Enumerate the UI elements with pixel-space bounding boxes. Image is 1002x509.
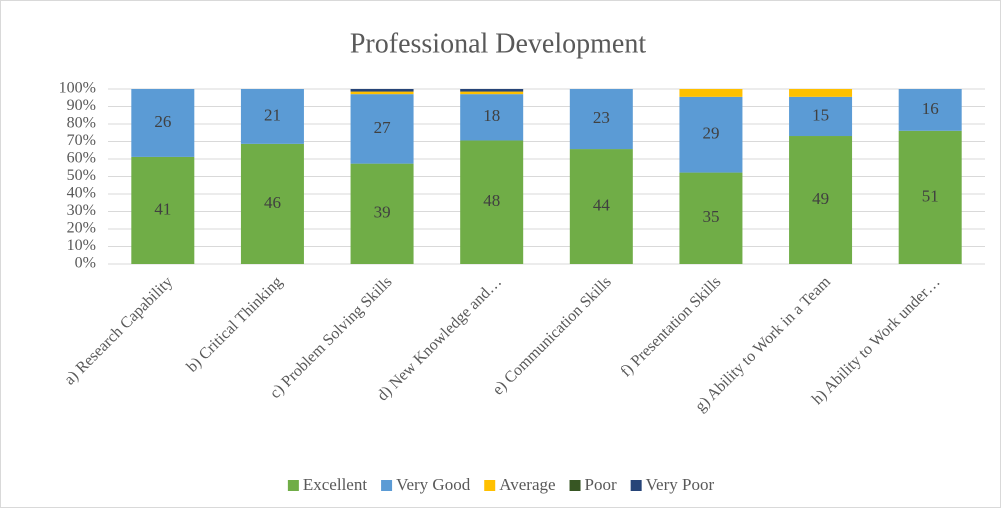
bar-segment: [789, 96, 853, 137]
y-tick-label: 60%: [67, 150, 96, 167]
legend-swatch: [630, 480, 642, 491]
bar-segment: [350, 89, 414, 92]
bar-segment: [789, 89, 853, 97]
y-tick-label: 70%: [67, 132, 96, 149]
data-label: 39: [374, 203, 391, 222]
legend-label: Very Good: [396, 475, 471, 494]
legend-swatch: [381, 480, 393, 491]
legend-label: Average: [499, 475, 555, 494]
y-tick-label: 30%: [67, 202, 96, 219]
bar-segment: [679, 96, 743, 173]
y-tick-label: 90%: [67, 97, 96, 114]
bar-segment: [460, 89, 524, 92]
data-label: 23: [593, 108, 610, 127]
data-label: 21: [264, 105, 281, 124]
data-label: 46: [264, 193, 281, 212]
bar-segment: [898, 89, 962, 131]
y-tick-label: 40%: [67, 185, 96, 202]
data-label: 27: [374, 118, 392, 137]
bar-segment: [350, 94, 414, 164]
data-label: 16: [922, 99, 939, 118]
y-tick-label: 80%: [67, 115, 96, 132]
chart-title: Professional Development: [350, 28, 646, 59]
legend-label: Very Poor: [646, 475, 715, 494]
data-label: 18: [483, 106, 500, 125]
bar-segment: [789, 136, 853, 264]
bar-segment: [350, 163, 414, 264]
bar-segment: [460, 94, 524, 141]
data-label: 49: [812, 189, 829, 208]
y-tick-label: 100%: [59, 80, 96, 97]
y-tick-label: 10%: [67, 237, 96, 254]
data-label: 44: [593, 195, 611, 214]
y-tick-label: 20%: [67, 220, 96, 237]
bar-segment: [898, 130, 962, 264]
legend-label: Poor: [585, 475, 617, 494]
bar-segment: [460, 91, 524, 95]
bar-segment: [240, 143, 304, 264]
data-label: 48: [483, 191, 500, 210]
bar-segment: [460, 140, 524, 264]
legend-label: Excellent: [303, 475, 367, 494]
legend-swatch: [484, 480, 496, 491]
legend: Excellent Very Good Average Poor Very Poor: [287, 475, 715, 494]
bar-segment: [569, 89, 633, 150]
y-tick-label: 0%: [75, 255, 96, 272]
bar-segment: [679, 172, 743, 264]
data-label: 15: [812, 105, 829, 124]
y-tick-label: 50%: [67, 167, 96, 184]
data-label: 35: [702, 207, 719, 226]
bar-segment: [131, 156, 195, 264]
legend-swatch: [569, 480, 581, 491]
bar-segment: [240, 89, 304, 144]
bar-segment: [131, 89, 195, 157]
bar-segment: [569, 149, 633, 264]
data-label: 26: [154, 112, 171, 131]
data-label: 51: [922, 186, 939, 205]
bar-segment: [679, 89, 743, 97]
data-label: 29: [702, 124, 719, 143]
legend-swatch: [287, 480, 299, 491]
bar-segment: [350, 91, 414, 95]
data-label: 41: [154, 199, 171, 218]
